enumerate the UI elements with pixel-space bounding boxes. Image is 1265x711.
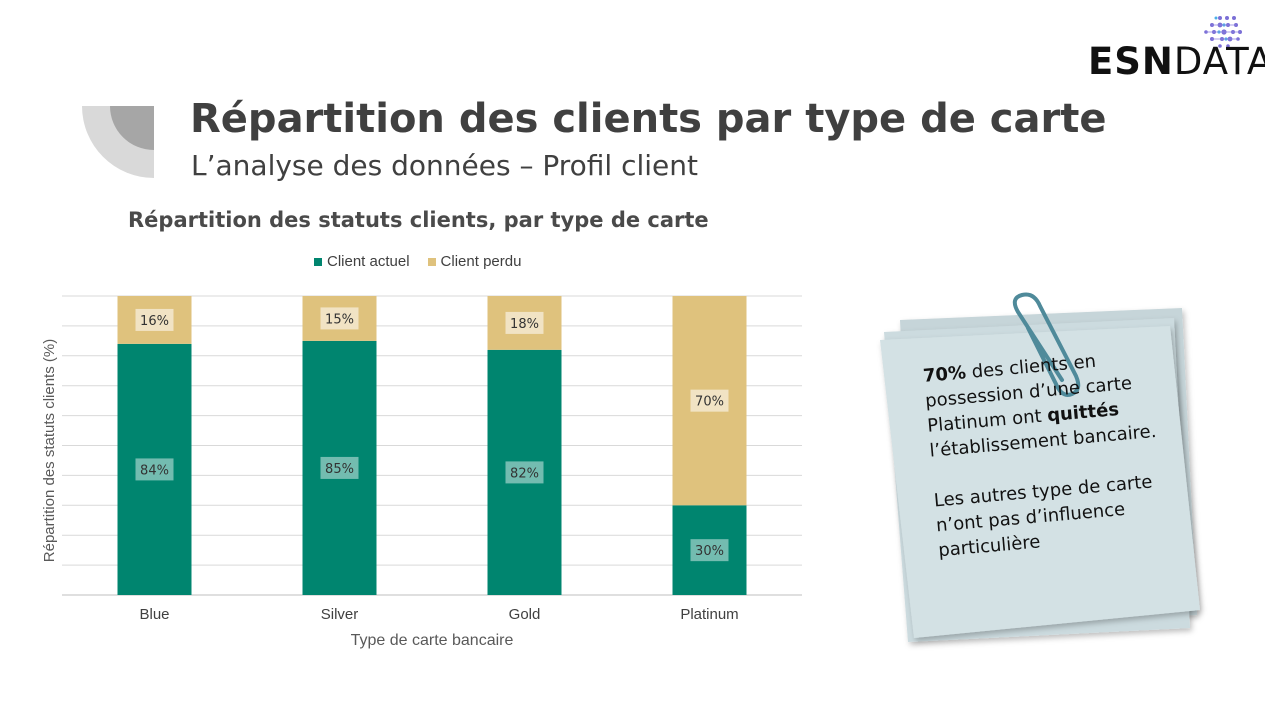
data-label-box bbox=[320, 307, 359, 330]
legend-label-client-actuel: Client actuel bbox=[327, 253, 410, 270]
legend-swatch-client-perdu bbox=[427, 257, 436, 266]
x-tick-label: Gold bbox=[509, 606, 541, 623]
esndata-logo: ESNDATA bbox=[1088, 14, 1265, 83]
data-label-box bbox=[690, 539, 729, 562]
data-label-box bbox=[690, 389, 729, 412]
chart-legend: Client actuel Client perdu bbox=[314, 253, 521, 270]
data-label-box bbox=[320, 456, 359, 479]
network-dots-icon bbox=[1204, 16, 1242, 48]
bar-segment-client-actuel bbox=[117, 343, 192, 595]
note-text: 70% des clients en possession d’une cart… bbox=[922, 342, 1191, 588]
legend-item-client-perdu: Client perdu bbox=[427, 253, 522, 270]
x-tick-label: Platinum bbox=[680, 606, 738, 623]
data-label: 30% bbox=[695, 544, 724, 559]
x-axis-title: Type de carte bancaire bbox=[351, 632, 514, 649]
data-label-box bbox=[505, 311, 544, 334]
chart-title: Répartition des statuts clients, par typ… bbox=[128, 208, 709, 232]
note-paragraph-second: Les autres type de carte n’ont pas d’inf… bbox=[933, 471, 1154, 562]
bar-segment-client-actuel bbox=[672, 505, 747, 595]
legend-item-client-actuel: Client actuel bbox=[314, 253, 410, 270]
sticky-note bbox=[880, 292, 1200, 642]
data-label: 82% bbox=[510, 466, 539, 481]
y-axis-title: Répartition des statuts clients (%) bbox=[41, 339, 58, 562]
data-label: 18% bbox=[510, 317, 539, 332]
data-label: 15% bbox=[325, 312, 354, 327]
legend-swatch-client-actuel bbox=[314, 257, 322, 266]
slide-title: Répartition des clients par type de cart… bbox=[190, 96, 1107, 142]
stacked-bar-chart: 84% 16% Blue 85% 15% Silver 82% 18% Gold 30% 70% Pl… bbox=[41, 295, 802, 649]
bar-segment-client-actuel bbox=[487, 349, 562, 595]
logo-wordmark: ESNDATA bbox=[1088, 40, 1265, 83]
data-label: 84% bbox=[140, 463, 169, 478]
legend-label-client-perdu: Client perdu bbox=[440, 253, 522, 270]
data-label-box bbox=[505, 461, 544, 484]
paperclip-icon bbox=[1012, 292, 1081, 397]
bar-segment-client-actuel bbox=[302, 340, 377, 595]
data-label-box bbox=[135, 308, 174, 331]
slide-subtitle: L’analyse des données – Profil client bbox=[191, 149, 698, 182]
x-tick-label: Silver bbox=[321, 606, 359, 623]
x-tick-label: Blue bbox=[139, 606, 169, 623]
note-paragraph-main: 70% des clients en possession d’une cart… bbox=[922, 342, 1180, 463]
note-highlight: 70% bbox=[922, 362, 967, 387]
decorative-arc-shape bbox=[82, 106, 154, 178]
data-label: 70% bbox=[695, 395, 724, 410]
note-emphasis: quittés bbox=[1046, 399, 1120, 427]
data-label: 85% bbox=[325, 462, 354, 477]
data-label-box bbox=[135, 458, 174, 481]
data-label: 16% bbox=[140, 314, 169, 329]
